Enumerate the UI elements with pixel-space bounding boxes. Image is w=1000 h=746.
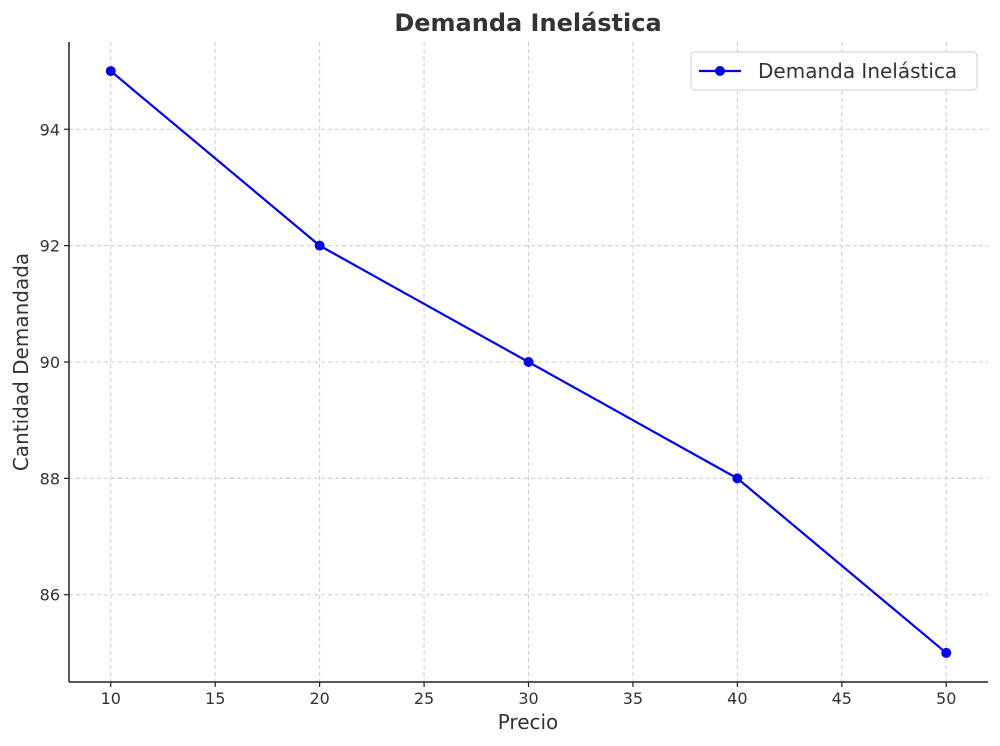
data-point (523, 357, 534, 367)
y-axis-ticks: 86 88 90 92 94 (40, 120, 69, 605)
series-group (105, 66, 952, 658)
x-tick-label: 45 (832, 689, 852, 708)
y-tick-label: 88 (40, 469, 60, 488)
data-point (314, 240, 325, 251)
y-tick-label: 92 (40, 237, 60, 256)
x-tick-label: 35 (623, 689, 643, 708)
legend: Demanda Inelástica (690, 51, 978, 91)
x-tick-label: 20 (309, 689, 329, 708)
data-point (941, 647, 952, 658)
x-axis-label: Precio (498, 710, 559, 734)
x-tick-label: 30 (518, 689, 538, 708)
x-axis-ticks: 10 15 20 25 30 35 40 45 50 (101, 682, 956, 708)
y-tick-label: 86 (40, 586, 60, 605)
x-tick-label: 50 (936, 689, 956, 708)
data-point (105, 66, 116, 77)
legend-marker-swatch (715, 66, 725, 76)
y-axis-label: Cantidad Demandada (9, 253, 33, 471)
x-tick-label: 25 (414, 689, 434, 708)
data-point (732, 473, 743, 484)
chart-title: Demanda Inelástica (394, 9, 661, 37)
legend-box (690, 51, 978, 91)
legend-entry-label: Demanda Inelástica (758, 59, 957, 83)
x-tick-label: 10 (101, 689, 121, 708)
x-tick-label: 15 (205, 689, 225, 708)
x-tick-label: 40 (727, 689, 747, 708)
y-tick-label: 90 (40, 353, 60, 372)
y-tick-label: 94 (40, 120, 60, 139)
grid (69, 42, 988, 682)
